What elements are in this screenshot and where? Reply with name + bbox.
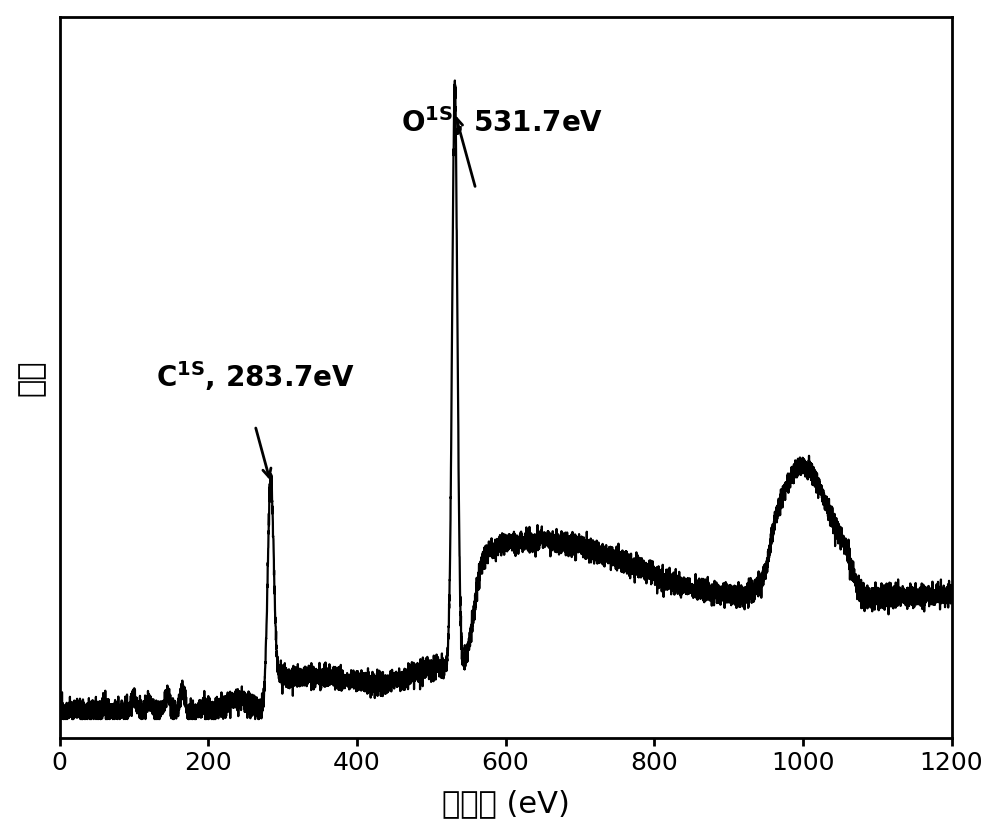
Y-axis label: 数值: 数值 xyxy=(17,359,46,396)
X-axis label: 结合能 (eV): 结合能 (eV) xyxy=(442,789,569,818)
Text: $\mathbf{O}^{\mathbf{1S}}$, 531.7eV: $\mathbf{O}^{\mathbf{1S}}$, 531.7eV xyxy=(401,104,604,138)
Text: $\mathbf{C}^{\mathbf{1S}}$, 283.7eV: $\mathbf{C}^{\mathbf{1S}}$, 283.7eV xyxy=(156,359,355,393)
